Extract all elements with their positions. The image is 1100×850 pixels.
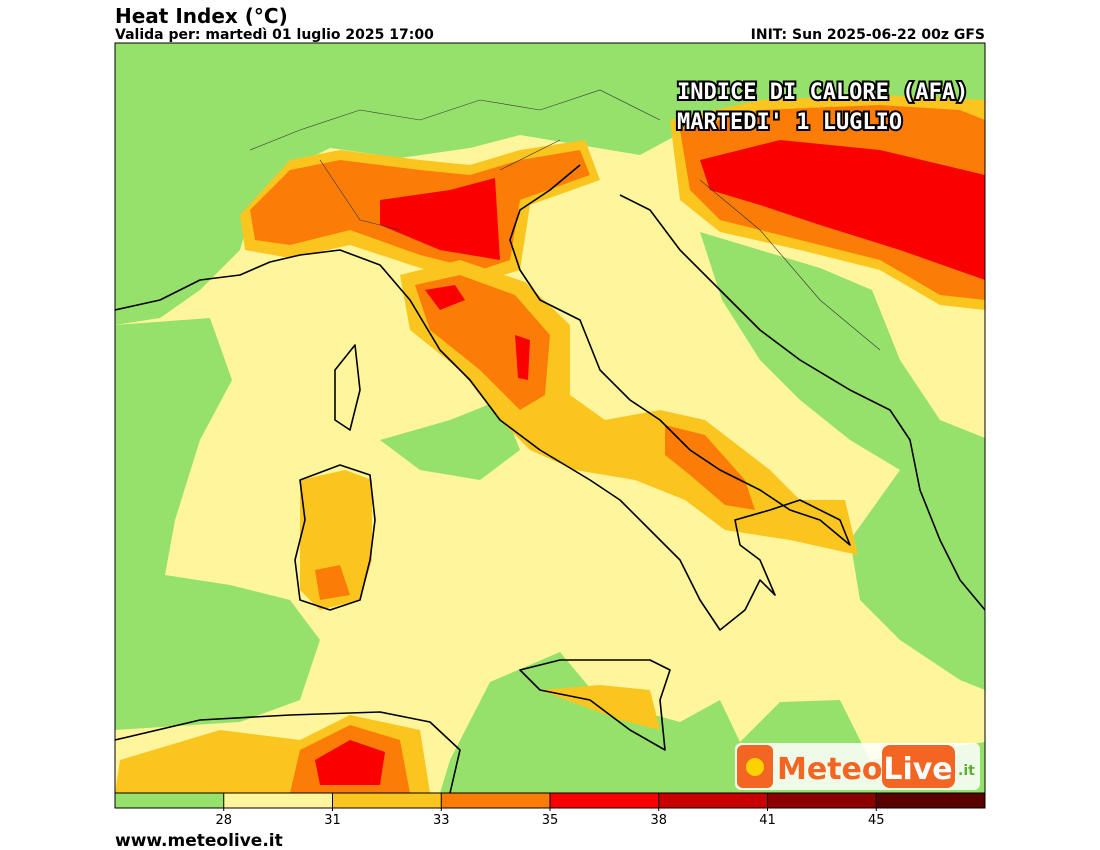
- colorbar-tick-label: 35: [542, 813, 559, 828]
- colorbar-tick-label: 28: [215, 813, 232, 828]
- colorbar: 28 31 33 35 38 41 45: [114, 792, 986, 828]
- colorbar-tick-label: 38: [650, 813, 667, 828]
- colorbar-segment: [332, 793, 442, 808]
- colorbar-segment: [223, 793, 333, 808]
- colorbar-segment: [876, 793, 985, 808]
- init-time: INIT: Sun 2025-06-22 00z GFS: [751, 27, 985, 43]
- footer: www.meteolive.it: [115, 831, 283, 850]
- colorbar-segment: [115, 793, 224, 808]
- map: [114, 42, 986, 794]
- overlay-title: INDICE DI CALORE (AFA): [677, 80, 968, 105]
- colorbar-tick-label: 33: [433, 813, 450, 828]
- colorbar-tick-label: 45: [868, 813, 885, 828]
- colorbar-segment: [658, 793, 768, 808]
- overlay-date: MARTEDI' 1 LUGLIO: [677, 110, 902, 135]
- colorbar-segment: [550, 793, 659, 808]
- colorbar-tick-label: 41: [759, 813, 776, 828]
- valid-time: Valida per: martedì 01 luglio 2025 17:00: [115, 27, 434, 43]
- logo: Meteo Live .it: [735, 743, 980, 790]
- colorbar-segment: [767, 793, 877, 808]
- logo-meteo: Meteo: [777, 752, 883, 787]
- logo-domain: .it: [958, 763, 975, 779]
- colorbar-tick-label: 31: [324, 813, 341, 828]
- logo-live: Live: [883, 752, 952, 787]
- title: Heat Index (°C): [115, 4, 288, 28]
- colorbar-segment: [441, 793, 550, 808]
